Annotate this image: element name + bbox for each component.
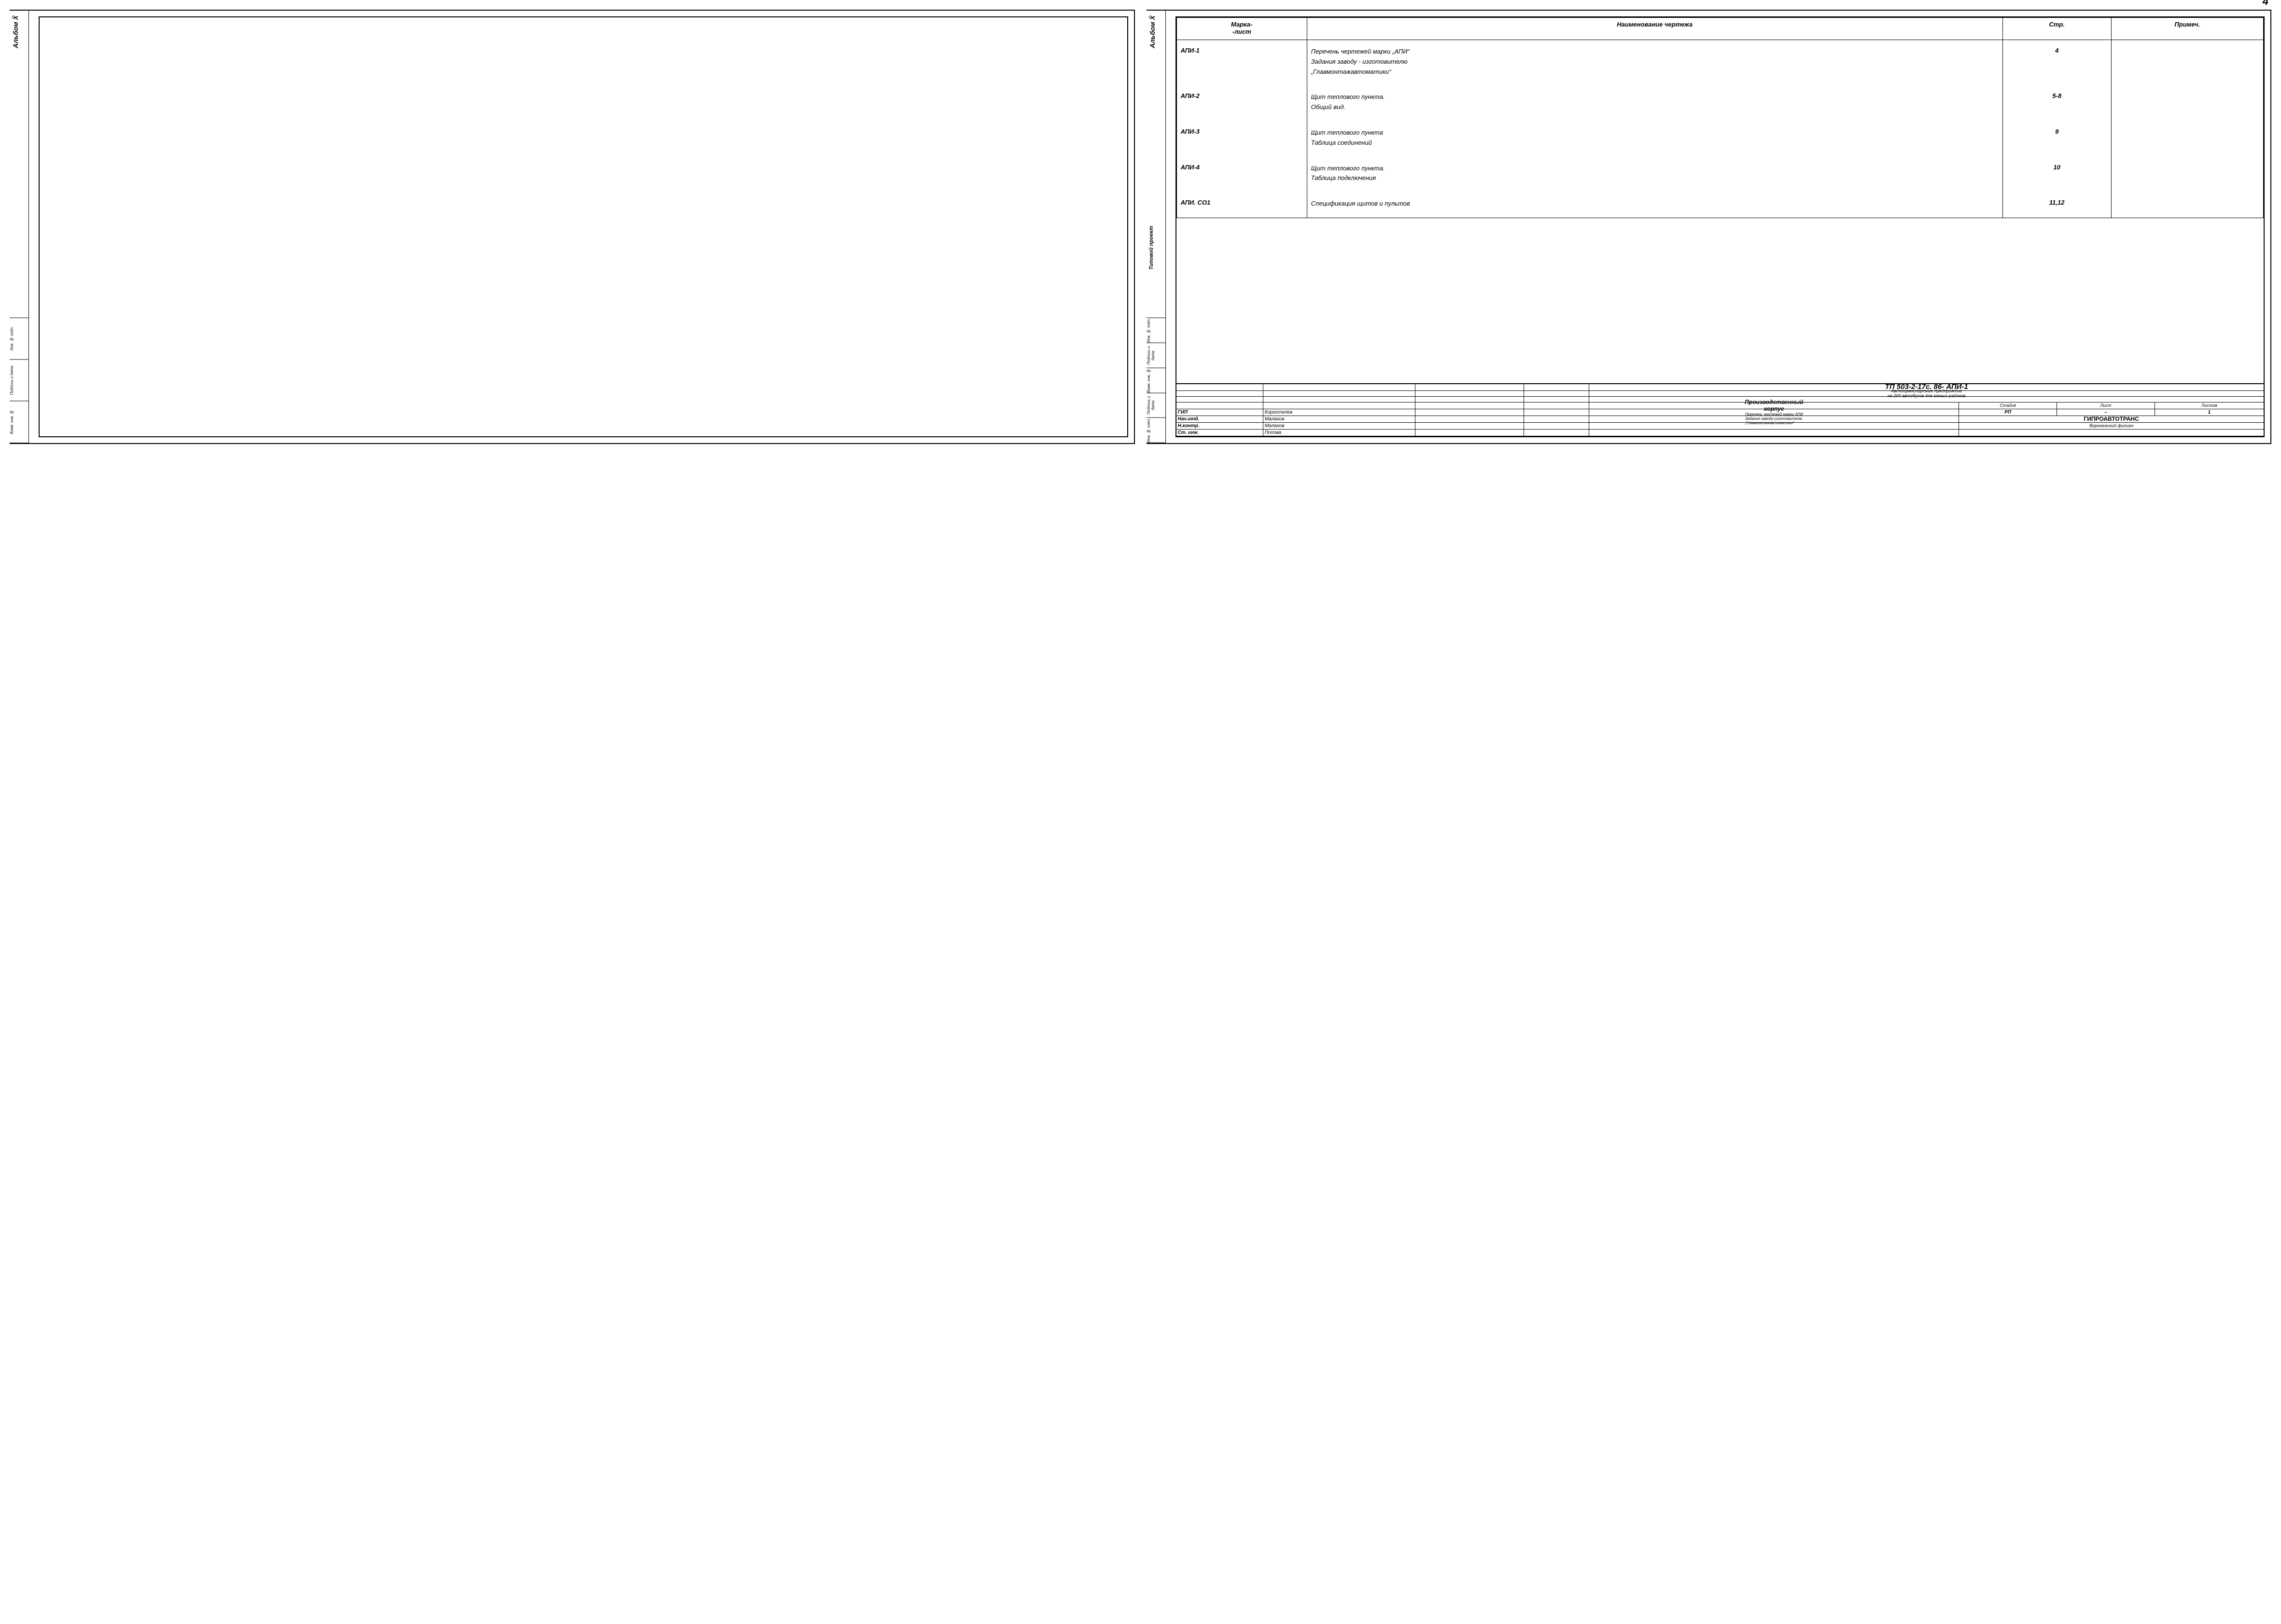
cell-page: 5-8 — [2002, 85, 2111, 121]
right-side-cells: Инв. № подл. Подпись и дата Взам. инв. №… — [1147, 318, 1166, 443]
cell-page: 9 — [2002, 121, 2111, 157]
side-cell: Инв. № подл. — [1147, 418, 1166, 443]
role-name: Малахов — [1263, 423, 1415, 430]
table-row: АПИ-2Щит теплового пункта. Общий вид.5-8 — [1176, 85, 2264, 121]
role-name: Попова — [1263, 430, 1415, 436]
role-name: Малахов — [1263, 416, 1415, 423]
col-header-code: Марка- -лист — [1176, 18, 1307, 40]
role-name: Коростелев — [1263, 409, 1415, 416]
cell-page: 4 — [2002, 40, 2111, 86]
cell-note — [2111, 192, 2263, 218]
side-label-album: Альбом X̄ — [1147, 11, 1165, 53]
left-side-cells: Инв. № подл. Подпись и дата Взам. инв. № — [10, 318, 29, 443]
role-label: Н.контр. — [1176, 423, 1263, 430]
val-stage: РП — [1959, 409, 2057, 416]
role-label: Нач.отд. — [1176, 416, 1263, 423]
cell-code: АПИ. СО1 — [1176, 192, 1307, 218]
right-frame: 4 Альбом X̄ Типовой проект Инв. № подл. … — [1147, 10, 2272, 444]
cell-note — [2111, 157, 2263, 193]
right-inner-frame: Марка- -лист Наименование чертежа Стр. П… — [1175, 16, 2265, 437]
table-row: АПИ. СО1Спецификация щитов и пультов11,1… — [1176, 192, 2264, 218]
cell-name: Щит теплового пункта. Общий вид. — [1307, 85, 2002, 121]
val-sheet: – — [2057, 409, 2155, 416]
left-inner-frame — [39, 16, 1128, 437]
org-branch: Воронежский филиал — [1959, 423, 2264, 430]
side-cell: Инв. № подл. — [10, 318, 29, 360]
side-label-album: Альбом X̄ — [10, 11, 28, 53]
cell-name: Щит теплового пункта. Таблица подключени… — [1307, 157, 2002, 193]
cell-note — [2111, 121, 2263, 157]
cell-code: АПИ-3 — [1176, 121, 1307, 157]
val-sheets: 1 — [2155, 409, 2264, 416]
col-sheet: Лист — [2057, 403, 2155, 409]
col-stage: Стадия — [1959, 403, 2057, 409]
drawing-sheet: Альбом X̄ Инв. № подл. Подпись и дата Вз… — [10, 10, 2271, 444]
section-desc: Перечень чертежей марки АПИ Задания заво… — [1589, 416, 1959, 423]
table-row: АПИ-1Перечень чертежей марки „АПИ“ Задан… — [1176, 40, 2264, 86]
cell-page: 10 — [2002, 157, 2111, 193]
cell-name: Перечень чертежей марки „АПИ“ Задания за… — [1307, 40, 2002, 86]
role-label: Ст. инж. — [1176, 430, 1263, 436]
col-header-note: Примеч. — [2111, 18, 2263, 40]
col-header-page: Стр. — [2002, 18, 2111, 40]
cell-code: АПИ-1 — [1176, 40, 1307, 86]
table-row: АПИ-4Щит теплового пункта. Таблица подкл… — [1176, 157, 2264, 193]
cell-code: АПИ-4 — [1176, 157, 1307, 193]
side-cell: Подпись и дата — [1147, 343, 1166, 368]
col-header-name: Наименование чертежа — [1307, 18, 2002, 40]
cell-code: АПИ-2 — [1176, 85, 1307, 121]
side-cell: Инв. № подл. — [1147, 318, 1166, 343]
cell-name: Спецификация щитов и пультов — [1307, 192, 2002, 218]
side-cell: Подпись и дата — [10, 360, 29, 401]
side-cell: Взам. инв. № — [10, 402, 29, 443]
cell-page: 11,12 — [2002, 192, 2111, 218]
side-label-project: Типовой проект — [1147, 221, 1165, 275]
title-block: ТП 503-2-17с. 86- АПИ-1 Автотранспортное… — [1176, 383, 2264, 436]
drawing-list-table: Марка- -лист Наименование чертежа Стр. П… — [1176, 17, 2264, 218]
table-row: АПИ-3Щит теплового пункта Таблица соедин… — [1176, 121, 2264, 157]
signature-cell — [1415, 409, 1524, 416]
cell-note — [2111, 40, 2263, 86]
col-sheets: Листов — [2155, 403, 2264, 409]
org-name: ГИПРОАВТОТРАНС — [1959, 416, 2264, 423]
project-title: Автотранспортное предприятие на 200 авто… — [1589, 391, 2264, 397]
side-cell: Подпись и дата — [1147, 393, 1166, 418]
left-frame: Альбом X̄ Инв. № подл. Подпись и дата Вз… — [10, 10, 1135, 444]
cell-name: Щит теплового пункта Таблица соединений — [1307, 121, 2002, 157]
building-title: Производственный корпус — [1589, 403, 1959, 409]
page-number: 4 — [2263, 0, 2268, 8]
cell-note — [2111, 85, 2263, 121]
role-label: ГИП — [1176, 409, 1263, 416]
side-cell: Взам. инв. № — [1147, 368, 1166, 393]
